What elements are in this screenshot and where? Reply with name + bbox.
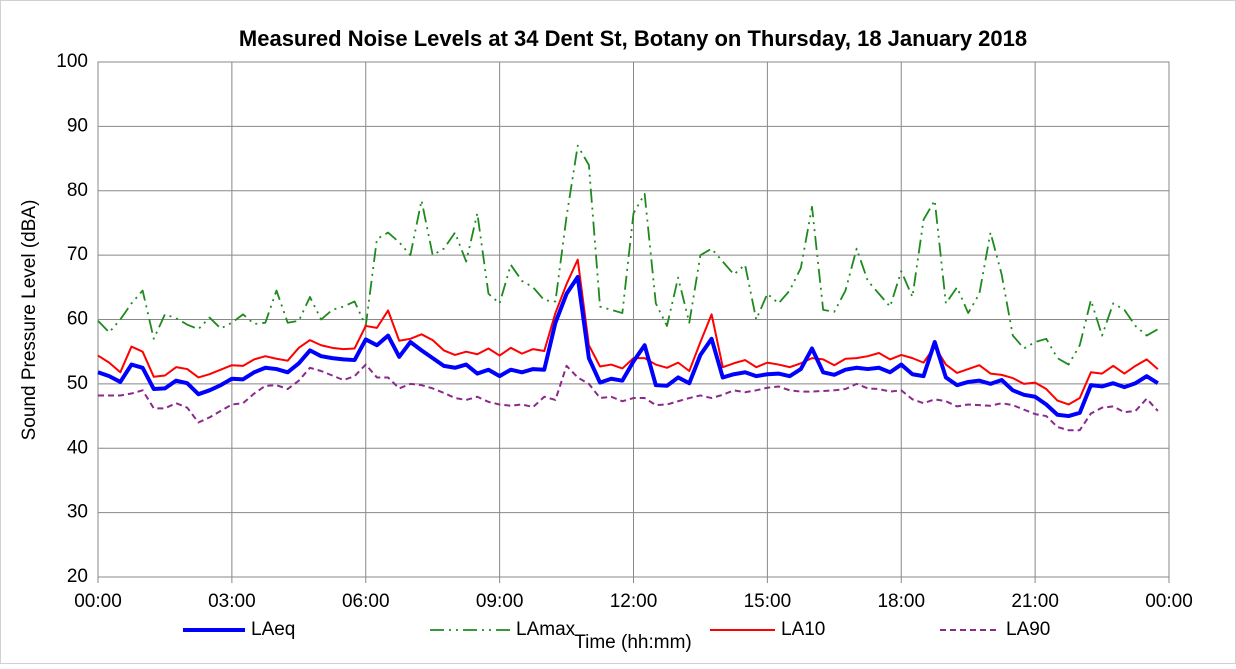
legend-label: LAeq	[251, 619, 295, 640]
x-tick-label: 12:00	[610, 591, 658, 612]
x-tick-label: 18:00	[877, 591, 925, 612]
legend-label: LA10	[781, 619, 825, 640]
series-line	[97, 144, 1159, 366]
x-axis-title: Time (hh:mm)	[574, 632, 692, 653]
y-tick-label: 20	[67, 566, 88, 587]
y-tick-label: 90	[67, 115, 88, 136]
x-tick-label: 06:00	[342, 591, 390, 612]
y-tick-label: 40	[67, 437, 88, 458]
legend-label: LAmax	[516, 619, 576, 640]
x-tick-label: 15:00	[744, 591, 792, 612]
x-tick-label: 21:00	[1011, 591, 1059, 612]
grid: 20 30 40 50 60 70 80 90 100 00:00 03:00 06:00 09:00 1…	[56, 51, 1192, 612]
plot-lines	[97, 144, 1159, 432]
y-tick-label: 30	[67, 502, 88, 523]
y-axis-title: Sound Pressure Level (dBA)	[19, 200, 40, 441]
series-line	[97, 258, 1159, 406]
y-tick-label: 60	[67, 309, 88, 330]
y-tick-label: 50	[67, 373, 88, 394]
x-tick-label: 00:00	[1145, 591, 1193, 612]
y-tick-label: 100	[56, 51, 88, 72]
legend: LAeq LAmax LA10 LA90	[183, 619, 1050, 640]
series-line	[97, 275, 1159, 419]
plot-border	[97, 61, 1170, 578]
x-tick-label: 09:00	[476, 591, 524, 612]
x-tick-label: 03:00	[208, 591, 256, 612]
x-tick-label: 00:00	[74, 591, 122, 612]
y-tick-label: 80	[67, 180, 88, 201]
legend-label: LA90	[1006, 619, 1050, 640]
chart-title: Measured Noise Levels at 34 Dent St, Bot…	[239, 26, 1027, 51]
y-tick-label: 70	[67, 244, 88, 265]
